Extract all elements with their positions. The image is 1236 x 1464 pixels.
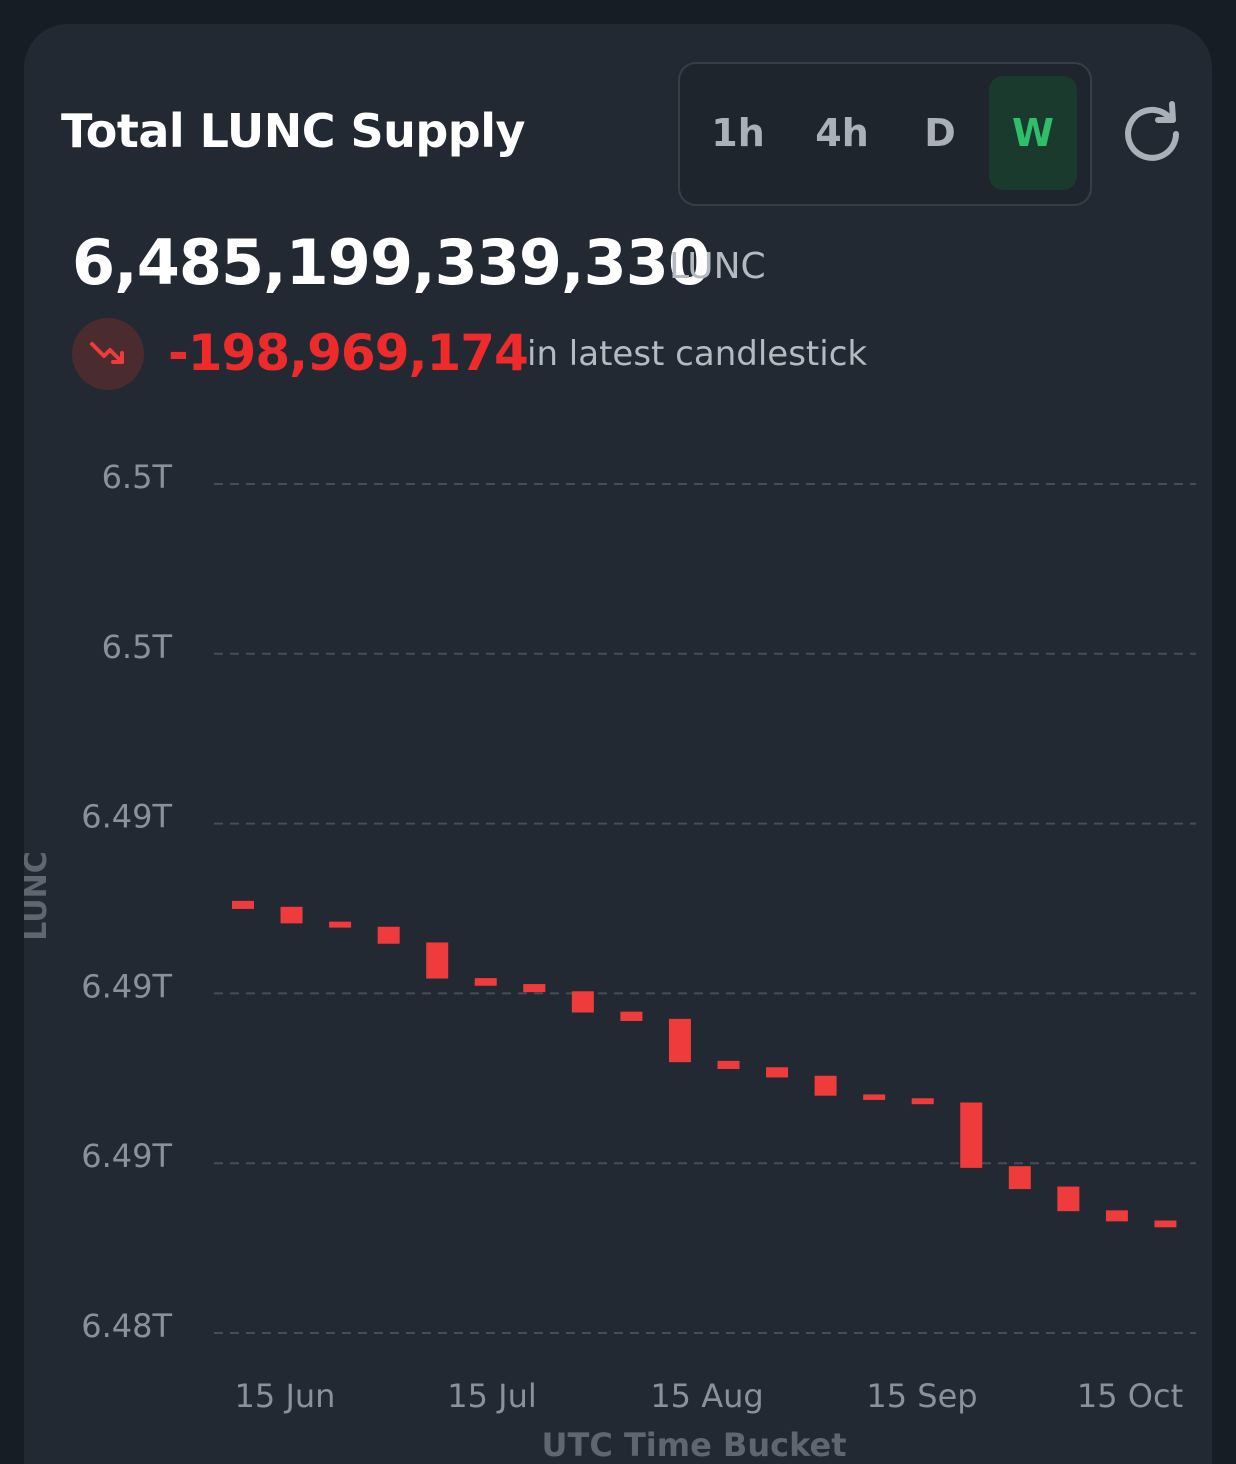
y-tick-label: 6.5T: [102, 458, 173, 496]
candle: [911, 1098, 934, 1105]
supply-change-caption: in latest candlestick: [527, 334, 868, 374]
y-tick-label: 6.49T: [81, 798, 172, 836]
x-tick-label: 15 Sep: [866, 1377, 977, 1415]
candle: [668, 1018, 691, 1063]
supply-card: Total LUNC Supply 1h 4h D W 6,485,199,33…: [24, 24, 1212, 1464]
y-tick-label: 6.48T: [81, 1307, 172, 1345]
timeframe-1h-button[interactable]: 1h: [711, 111, 765, 155]
candle: [1008, 1166, 1031, 1190]
candle: [474, 978, 497, 986]
x-tick-label: 15 Aug: [650, 1377, 763, 1415]
candle: [814, 1075, 837, 1096]
trending-down-icon: [72, 318, 144, 390]
total-supply-value: 6,485,199,339,330: [72, 226, 711, 299]
candle: [329, 921, 352, 928]
candle: [620, 1011, 643, 1021]
timeframe-w-button[interactable]: W: [989, 76, 1077, 190]
candle: [717, 1060, 740, 1069]
timeframe-4h-button[interactable]: 4h: [815, 111, 869, 155]
candle: [377, 926, 400, 944]
timeframe-d-button[interactable]: D: [924, 111, 956, 155]
candle: [766, 1067, 789, 1078]
y-tick-label: 6.49T: [81, 1137, 172, 1175]
x-tick-label: 15 Jun: [235, 1377, 336, 1415]
refresh-icon[interactable]: [1120, 100, 1184, 164]
candle: [280, 906, 303, 924]
candle: [1105, 1210, 1128, 1222]
page-title: Total LUNC Supply: [61, 104, 525, 158]
supply-candlestick-chart: 6.5T 6.5T 6.49T 6.49T 6.49T 6.48T LUNC 15 Jun 15…: [24, 458, 1196, 1464]
y-tick-label: 6.5T: [102, 628, 173, 666]
candle: [863, 1094, 886, 1100]
candle: [523, 984, 546, 993]
candle: [960, 1102, 983, 1168]
y-tick-label: 6.49T: [81, 967, 172, 1005]
candle: [1154, 1220, 1177, 1228]
timeframe-selector: 1h 4h D W: [678, 62, 1092, 206]
candle: [1057, 1186, 1080, 1212]
x-tick-label: 15 Oct: [1077, 1377, 1183, 1415]
supply-change-value: -198,969,174: [168, 324, 529, 382]
x-tick-label: 15 Jul: [447, 1377, 537, 1415]
x-axis-label: UTC Time Bucket: [542, 1426, 847, 1464]
y-axis-label: LUNC: [24, 851, 54, 941]
supply-unit: LUNC: [669, 246, 766, 287]
candle: [426, 942, 449, 979]
candle: [232, 900, 254, 909]
candle: [571, 991, 594, 1013]
